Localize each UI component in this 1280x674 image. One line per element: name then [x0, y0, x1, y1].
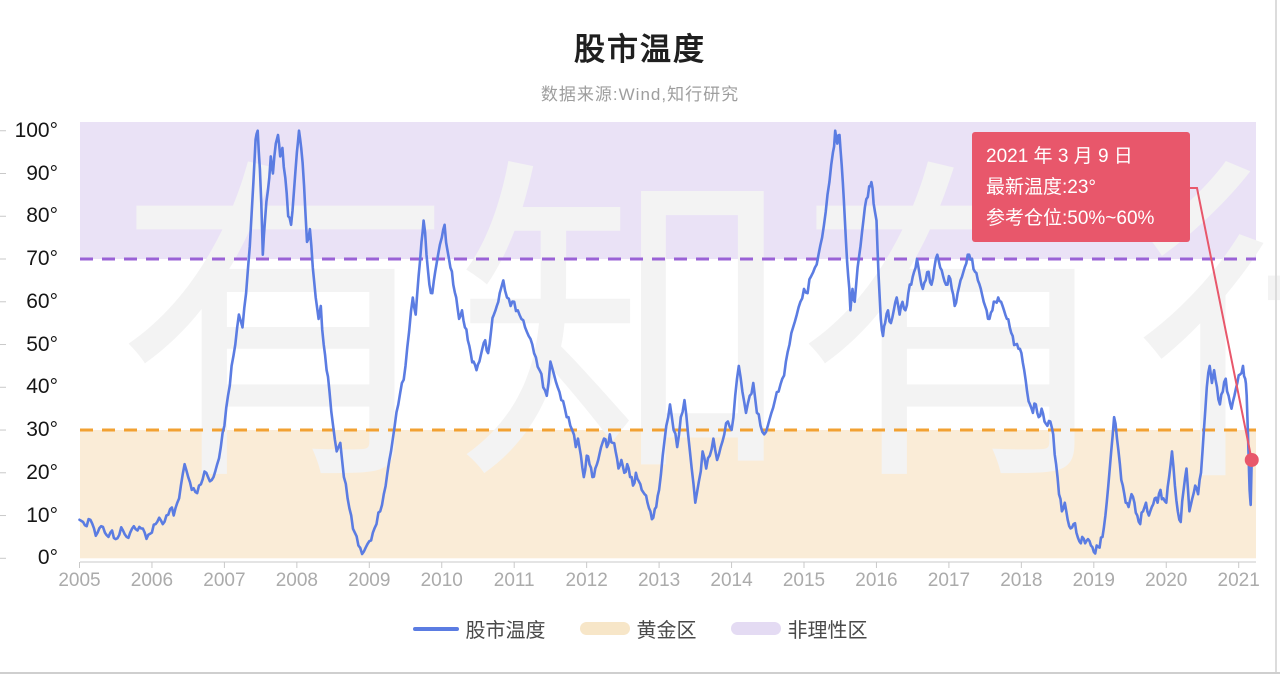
y-axis-label: 30° — [26, 418, 58, 442]
x-axis-label: 2016 — [855, 570, 898, 591]
tooltip-connector-line — [1190, 187, 1253, 461]
y-axis-label: 50° — [26, 332, 58, 356]
page-title: 股市温度 — [574, 32, 706, 67]
x-axis-label: 2006 — [130, 570, 174, 591]
x-axis-label: 2018 — [1000, 570, 1043, 591]
y-axis-label: 0° — [37, 546, 58, 570]
legend-item-非理性区[interactable]: 非理性区 — [730, 614, 868, 643]
legend-label: 股市温度 — [465, 620, 546, 642]
y-axis-label: 60° — [26, 289, 58, 313]
y-axis-label: 40° — [26, 375, 58, 399]
x-axis-label: 2017 — [927, 570, 971, 591]
latest-value-tooltip: 2021 年 3 月 9 日 最新温度:23° 参考仓位:50%~60% — [972, 132, 1190, 242]
x-axis-label: 2012 — [565, 570, 608, 591]
temperature-series-line[interactable] — [78, 129, 1253, 556]
x-axis-label: 2007 — [203, 570, 246, 591]
legend-item-黄金区[interactable]: 黄金区 — [579, 614, 697, 643]
tooltip-latest-temp: 最新温度:23° — [986, 177, 1097, 198]
y-axis-label: 90° — [26, 161, 58, 185]
scrollbar-track[interactable] — [1275, 0, 1277, 674]
x-axis-label: 2021 — [1217, 570, 1260, 591]
legend-band-swatch — [579, 622, 630, 635]
legend-label: 非理性区 — [787, 620, 868, 642]
x-axis-label: 2019 — [1072, 570, 1115, 591]
x-axis-label: 2010 — [420, 570, 463, 591]
x-axis-label: 2013 — [637, 570, 681, 591]
x-axis-label: 2008 — [275, 570, 318, 591]
y-axis-label: 100° — [14, 118, 58, 142]
legend-band-swatch — [730, 622, 781, 635]
y-axis-label: 20° — [26, 460, 58, 484]
x-axis-label: 2020 — [1145, 570, 1188, 591]
y-axis-label: 70° — [26, 247, 58, 270]
y-axis-label: 10° — [26, 503, 58, 527]
data-source-subtitle: 数据来源:Wind,知行研究 — [540, 85, 740, 104]
tooltip-date: 2021 年 3 月 9 日 — [986, 146, 1133, 167]
window-bottom-border — [0, 672, 1280, 674]
legend-label: 黄金区 — [636, 620, 697, 642]
legend-item-股市温度[interactable]: 股市温度 — [412, 614, 546, 643]
y-axis-label: 80° — [26, 204, 58, 228]
x-axis-label: 2011 — [493, 570, 535, 591]
x-axis-label: 2009 — [348, 570, 391, 591]
tooltip-reference-position: 参考仓位:50%~60% — [986, 208, 1155, 229]
chart-legend: 股市温度 黄金区 非理性区 — [0, 614, 1280, 643]
x-axis-label: 2015 — [782, 570, 826, 591]
x-axis-label: 2014 — [710, 570, 753, 591]
legend-line-swatch — [412, 626, 459, 631]
x-axis-label: 2005 — [58, 570, 101, 591]
latest-point-marker[interactable] — [1244, 452, 1259, 467]
